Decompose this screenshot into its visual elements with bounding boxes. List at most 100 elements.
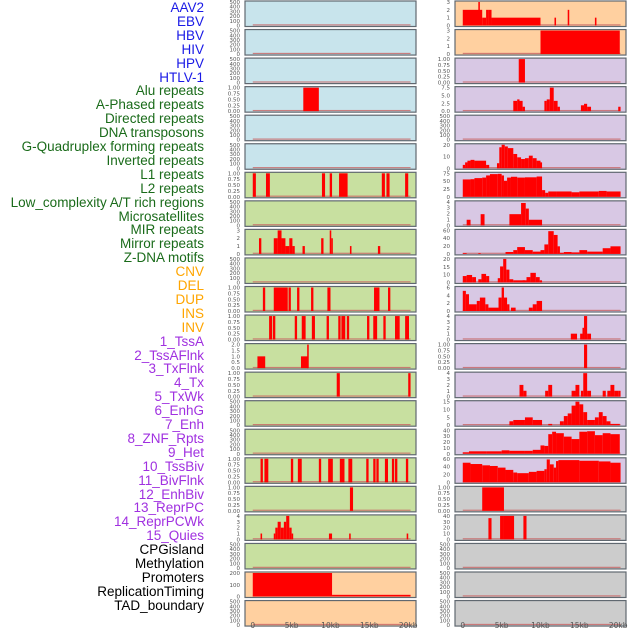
y-tick-label: 10 xyxy=(443,155,450,161)
signal-bar xyxy=(598,461,611,483)
y-tick-label: 0 xyxy=(447,223,451,229)
y-tick-label: 100 xyxy=(230,618,241,624)
signal-bar xyxy=(466,274,473,283)
signal-bar xyxy=(497,173,502,197)
signal-bar xyxy=(553,100,558,112)
signal-bar xyxy=(373,458,376,483)
y-tick-label: 0 xyxy=(447,623,451,629)
signal-bar xyxy=(501,175,504,197)
signal-bar xyxy=(544,244,549,254)
signal-bar xyxy=(273,533,276,540)
signal-bar xyxy=(532,419,543,426)
signal-bar xyxy=(472,277,476,283)
y-tick-label: 200 xyxy=(230,557,241,563)
x-tick-label: 20kb xyxy=(609,621,628,630)
track-label: 2_TssAFlnk xyxy=(134,347,204,363)
track-label: 11_BivFlnk xyxy=(138,472,204,488)
signal-bar xyxy=(524,450,533,454)
track-panel-left xyxy=(244,114,417,142)
y-tick-label: 2.0 xyxy=(231,343,240,349)
y-tick-label: 500 xyxy=(440,114,451,120)
signal-bar xyxy=(575,401,580,426)
y-tick-label: 0 xyxy=(237,52,241,58)
y-tick-label: 500 xyxy=(230,29,241,35)
signal-bar xyxy=(509,279,514,283)
y-tick-label: 100 xyxy=(230,47,241,53)
track-label: 9_Het xyxy=(167,444,204,460)
signal-bar xyxy=(349,246,352,254)
y-tick-label: 0.00 xyxy=(438,509,451,515)
signal-bar xyxy=(470,464,483,483)
signal-bar xyxy=(294,316,298,340)
signal-bar xyxy=(606,191,621,197)
track-baseline xyxy=(252,395,411,397)
y-tick-label: 300 xyxy=(230,438,241,444)
y-tick-label: 1.00 xyxy=(438,57,451,63)
signal-bar xyxy=(283,521,287,540)
track-panel-left xyxy=(244,599,417,627)
signal-bar xyxy=(366,458,369,483)
track-baseline xyxy=(252,281,411,283)
y-tick-label: 300 xyxy=(230,124,241,130)
signal-bar xyxy=(272,316,276,340)
signal-bar xyxy=(540,162,543,169)
signal-bar xyxy=(549,464,554,483)
signal-bar xyxy=(523,390,527,397)
signal-bar xyxy=(336,373,340,397)
signal-bar xyxy=(587,390,592,397)
track-panel-right xyxy=(454,599,627,627)
signal-bar xyxy=(549,87,554,112)
track-baseline xyxy=(252,109,411,112)
signal-bar xyxy=(273,287,288,311)
y-tick-label: 1.00 xyxy=(228,485,241,491)
signal-bar xyxy=(262,287,266,311)
y-tick-label: 100 xyxy=(230,162,241,168)
y-tick-label: 20 xyxy=(443,244,450,250)
signal-bar xyxy=(328,458,333,483)
x-tick-label: 10kb xyxy=(321,621,340,630)
track-baseline xyxy=(252,623,411,626)
signal-bar xyxy=(311,287,314,311)
signal-bar xyxy=(503,515,515,540)
y-tick-label: 40 xyxy=(443,236,450,242)
signal-bar xyxy=(546,459,550,483)
y-tick-label: 1 xyxy=(447,16,451,22)
signal-bar xyxy=(482,17,487,26)
track-label: Z-DNA motifs xyxy=(123,250,204,266)
y-tick-label: 7.5 xyxy=(441,86,450,92)
y-tick-label: 0 xyxy=(447,280,451,286)
y-tick-label: 1.5 xyxy=(231,348,240,354)
track-panel-left xyxy=(244,57,417,85)
y-tick-label: 400 xyxy=(230,604,241,610)
signal-bar xyxy=(579,460,599,483)
track-panel-left xyxy=(244,343,417,370)
y-tick-label: 500 xyxy=(230,57,241,63)
x-tick-label: 0 xyxy=(250,621,255,630)
y-tick-label: 15 xyxy=(443,265,450,271)
signal-bar xyxy=(501,144,505,169)
signal-bar xyxy=(587,106,592,112)
y-tick-label: 0.00 xyxy=(228,480,241,486)
track-label: HBV xyxy=(176,27,204,43)
signal-bar xyxy=(339,173,348,197)
signal-bar xyxy=(598,190,607,197)
signal-bar xyxy=(545,390,549,397)
y-tick-label: 400 xyxy=(230,119,241,125)
track-panel-right xyxy=(454,86,627,113)
y-tick-label: 0.50 xyxy=(438,497,451,503)
y-tick-label: 1 xyxy=(447,217,451,223)
y-tick-label: 3 xyxy=(447,29,451,35)
y-tick-label: 0.25 xyxy=(438,503,451,509)
signal-bar xyxy=(406,533,409,540)
signal-bar xyxy=(280,527,284,540)
x-tick-label: 0 xyxy=(460,621,465,630)
signal-bar xyxy=(273,238,278,254)
y-tick-label: 0.75 xyxy=(438,63,451,69)
y-tick-label: 1 xyxy=(237,532,241,538)
y-tick-label: 200 xyxy=(230,128,241,134)
signal-bar xyxy=(544,100,547,112)
y-tick-label: 200 xyxy=(230,571,241,577)
signal-bar xyxy=(587,251,603,254)
signal-bar xyxy=(524,417,533,426)
signal-bar xyxy=(373,316,378,340)
